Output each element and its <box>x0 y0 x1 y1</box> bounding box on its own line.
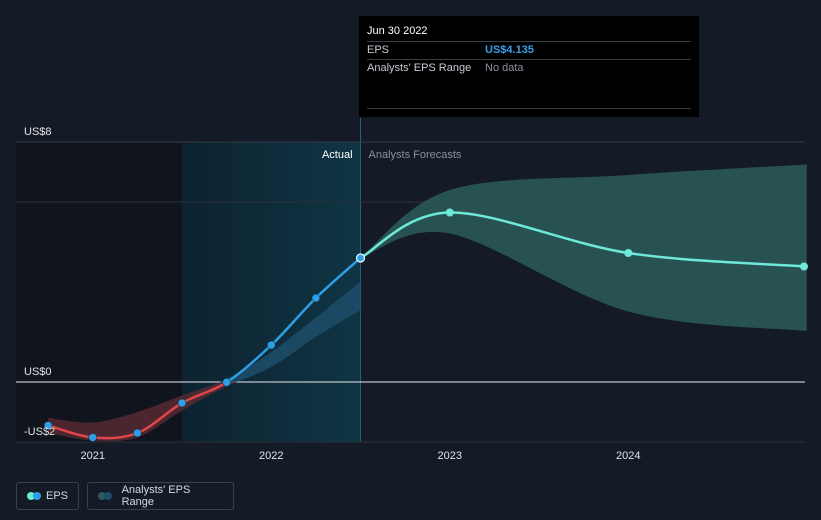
tooltip-divider <box>367 108 691 109</box>
legend-eps-button[interactable]: EPS <box>16 482 79 510</box>
eps-actual-point <box>133 428 142 438</box>
eps-actual-point <box>311 293 321 303</box>
tooltip-date: Jun 30 2022 <box>367 24 691 42</box>
x-tick-label: 2023 <box>438 450 462 462</box>
eps-forecast-point <box>624 249 633 257</box>
x-tick-label: 2024 <box>616 450 640 462</box>
tooltip-eps-label: EPS <box>367 44 390 56</box>
range-legend-icon <box>98 492 114 500</box>
chart-band-layer <box>48 164 807 442</box>
x-tick-label: 2022 <box>259 450 283 462</box>
eps-actual-point <box>222 378 231 387</box>
eps-forecast-line <box>359 211 807 268</box>
chart-background-layer <box>16 118 362 442</box>
y-tick-label: US$0 <box>24 366 52 378</box>
legend-range-button[interactable]: Analysts' EPS Range <box>87 482 234 510</box>
past-range-band-negative <box>48 382 237 442</box>
eps-actual-point <box>177 398 187 408</box>
eps-actual-point <box>88 433 98 442</box>
tooltip-row-range: Analysts' EPS Range No data <box>367 60 691 77</box>
eps-legend-icon <box>27 492 41 500</box>
hover-tooltip: Jun 30 2022 EPS US$4.135 Analysts' EPS R… <box>359 16 699 117</box>
y-tick-label: -US$2 <box>24 426 55 438</box>
eps-actual-point <box>43 421 53 430</box>
eps-forecast-point <box>445 208 454 217</box>
eps-forecast-point <box>800 262 808 271</box>
eps-actual-line-negative <box>47 382 230 440</box>
actual-section-label: Actual <box>322 149 353 161</box>
chart-line-layer <box>47 211 807 440</box>
chart-point-layer <box>43 208 808 442</box>
chart-label-layer: US$8 US$0 -US$2 2021 2022 2023 2024 Actual Analy… <box>24 126 641 462</box>
tooltip-range-value: No data <box>485 62 524 74</box>
eps-actual-line-positive <box>224 257 362 382</box>
tooltip-row-eps: EPS US$4.135 <box>367 42 691 60</box>
forecast-range-band <box>360 164 807 331</box>
eps-hover-point <box>355 253 366 263</box>
actual-highlight <box>182 142 361 442</box>
x-tick-label: 2021 <box>81 450 105 462</box>
tooltip-range-label: Analysts' EPS Range <box>367 62 472 74</box>
tooltip-eps-value: US$4.135 <box>485 44 534 56</box>
legend-range-label: Analysts' EPS Range <box>121 484 191 508</box>
legend-eps-label: EPS <box>45 490 68 502</box>
past-shade <box>16 142 183 442</box>
forecast-section-label: Analysts Forecasts <box>369 149 462 161</box>
eps-actual-point <box>267 340 276 350</box>
y-tick-label: US$8 <box>24 126 52 138</box>
